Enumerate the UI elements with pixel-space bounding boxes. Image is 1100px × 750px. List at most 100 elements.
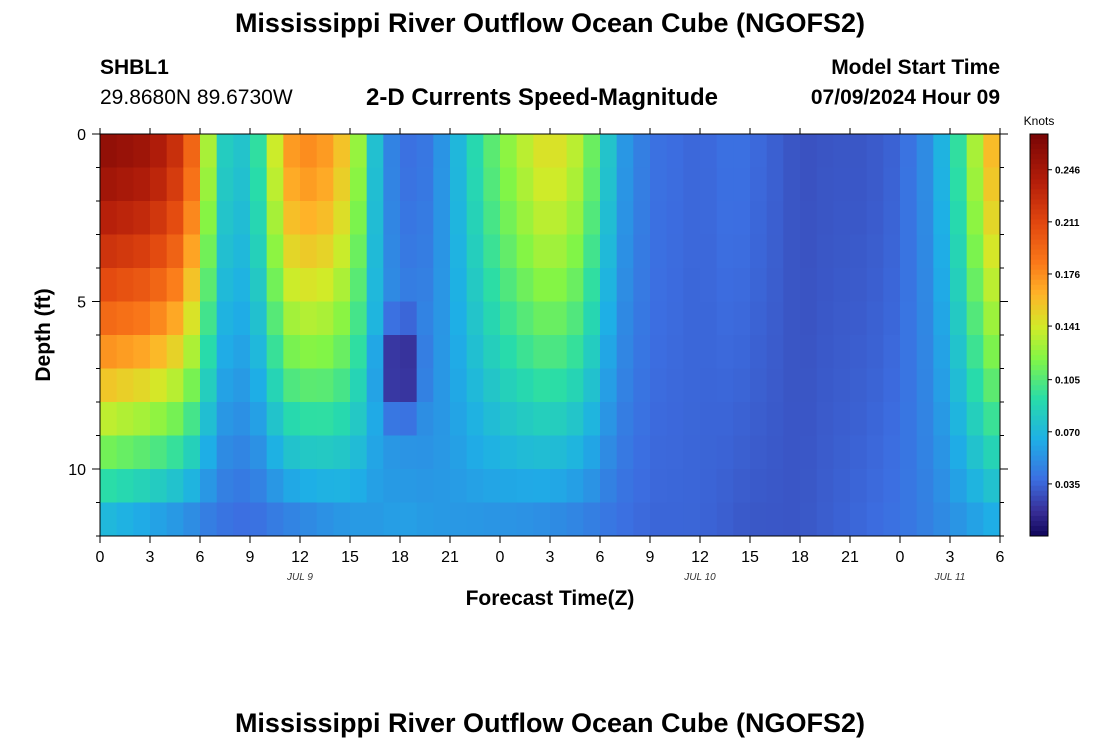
heat-cell xyxy=(200,167,218,202)
colorbar-swatch xyxy=(1030,239,1048,246)
heat-cell xyxy=(466,134,484,168)
heat-cell xyxy=(816,368,834,403)
heat-cell xyxy=(600,167,618,202)
heat-cell xyxy=(483,502,501,537)
heat-cell xyxy=(383,335,401,369)
heat-cell xyxy=(733,268,751,302)
heat-cell xyxy=(683,268,701,302)
heat-cell xyxy=(100,435,118,470)
heat-cell xyxy=(433,301,451,336)
heat-cell xyxy=(983,301,1001,336)
heat-cell xyxy=(566,335,584,369)
heat-cell xyxy=(300,435,318,470)
heat-cell xyxy=(316,167,334,202)
heat-cell xyxy=(550,301,568,336)
colorbar-swatch xyxy=(1030,350,1048,356)
heat-cell xyxy=(616,234,634,269)
heat-cell xyxy=(800,134,818,168)
heat-cell xyxy=(966,134,984,168)
heat-cell xyxy=(250,301,268,336)
heat-cell xyxy=(983,435,1001,470)
heat-cell xyxy=(866,268,884,302)
heat-cell xyxy=(866,201,884,235)
colorbar-tick-label: 0.246 xyxy=(1055,166,1080,177)
heat-cell xyxy=(100,268,118,302)
heat-cell xyxy=(433,201,451,235)
heat-cell xyxy=(150,469,168,503)
heat-cell xyxy=(616,502,634,537)
heat-cell xyxy=(283,167,301,202)
colorbar-swatch xyxy=(1030,430,1048,437)
date-label: JUL 11 xyxy=(934,572,966,583)
heat-cell xyxy=(383,201,401,235)
heat-cell xyxy=(983,502,1001,537)
heat-cell xyxy=(283,402,301,436)
heat-cell xyxy=(283,502,301,537)
heat-cell xyxy=(216,502,234,537)
heat-cell xyxy=(433,368,451,403)
heat-cell xyxy=(716,435,734,470)
heat-cell xyxy=(150,201,168,235)
heat-cell xyxy=(683,301,701,336)
heat-cell xyxy=(833,268,851,302)
heat-cell xyxy=(333,368,351,403)
heat-cell xyxy=(500,134,518,168)
colorbar-swatch xyxy=(1030,400,1048,406)
heat-cell xyxy=(833,167,851,202)
colorbar-swatch xyxy=(1030,425,1048,431)
heat-cell xyxy=(133,335,151,369)
heat-cell xyxy=(966,335,984,369)
heat-cell xyxy=(283,368,301,403)
heat-cell xyxy=(516,502,534,537)
heat-cell xyxy=(666,201,684,235)
heat-cell xyxy=(650,167,668,202)
heat-cell xyxy=(883,335,901,369)
colorbar-tick-label: 0.105 xyxy=(1055,376,1080,387)
colorbar-swatch xyxy=(1030,510,1048,517)
heat-cell xyxy=(533,234,551,269)
x-axis-label: Forecast Time(Z) xyxy=(466,587,635,610)
heat-cell xyxy=(950,167,968,202)
heat-cell xyxy=(366,335,384,369)
colorbar-swatch xyxy=(1030,490,1048,497)
heat-cell xyxy=(683,402,701,436)
colorbar-swatch xyxy=(1030,149,1048,155)
heat-cell xyxy=(416,201,434,235)
heat-cell xyxy=(616,301,634,336)
colorbar-swatch xyxy=(1030,335,1048,341)
heat-cell xyxy=(416,167,434,202)
x-tick-label: 6 xyxy=(996,549,1005,566)
heat-cell xyxy=(933,502,951,537)
heat-cell xyxy=(966,469,984,503)
heat-cell xyxy=(516,301,534,336)
heat-cell xyxy=(783,268,801,302)
heat-cell xyxy=(483,167,501,202)
heat-cell xyxy=(983,402,1001,436)
heat-cell xyxy=(200,402,218,436)
heat-cell xyxy=(950,201,968,235)
heat-cell xyxy=(266,167,284,202)
heat-cell xyxy=(566,435,584,470)
heat-cell xyxy=(550,234,568,269)
heat-cell xyxy=(766,201,784,235)
heat-cell xyxy=(100,301,118,336)
model-start-value: 07/09/2024 Hour 09 xyxy=(810,86,1000,109)
colorbar-swatch xyxy=(1030,530,1048,537)
heat-cell xyxy=(700,402,718,436)
heat-cell xyxy=(283,435,301,470)
x-axis: 0 3 6 9 12 15 18 21 0 3 6 9 12 15 18 21 0 3 6 xyxy=(96,128,1005,566)
heat-cell xyxy=(583,201,601,235)
heat-cell xyxy=(500,167,518,202)
heat-cell xyxy=(433,469,451,503)
heat-cell xyxy=(366,502,384,537)
colorbar-swatch xyxy=(1030,395,1048,401)
colorbar-swatch xyxy=(1030,324,1048,331)
heat-cell xyxy=(350,167,368,202)
colorbar-tick-label: 0.070 xyxy=(1055,428,1080,439)
heat-cell xyxy=(600,469,618,503)
colorbar-swatch xyxy=(1030,415,1048,421)
heat-cell xyxy=(466,301,484,336)
heat-cell xyxy=(933,134,951,168)
heat-cell xyxy=(450,435,468,470)
heat-cell xyxy=(183,134,201,168)
